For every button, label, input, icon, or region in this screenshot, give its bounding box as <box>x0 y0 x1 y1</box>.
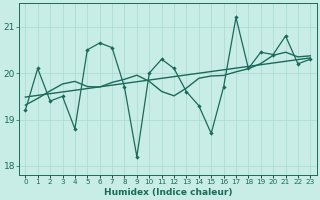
X-axis label: Humidex (Indice chaleur): Humidex (Indice chaleur) <box>104 188 232 197</box>
